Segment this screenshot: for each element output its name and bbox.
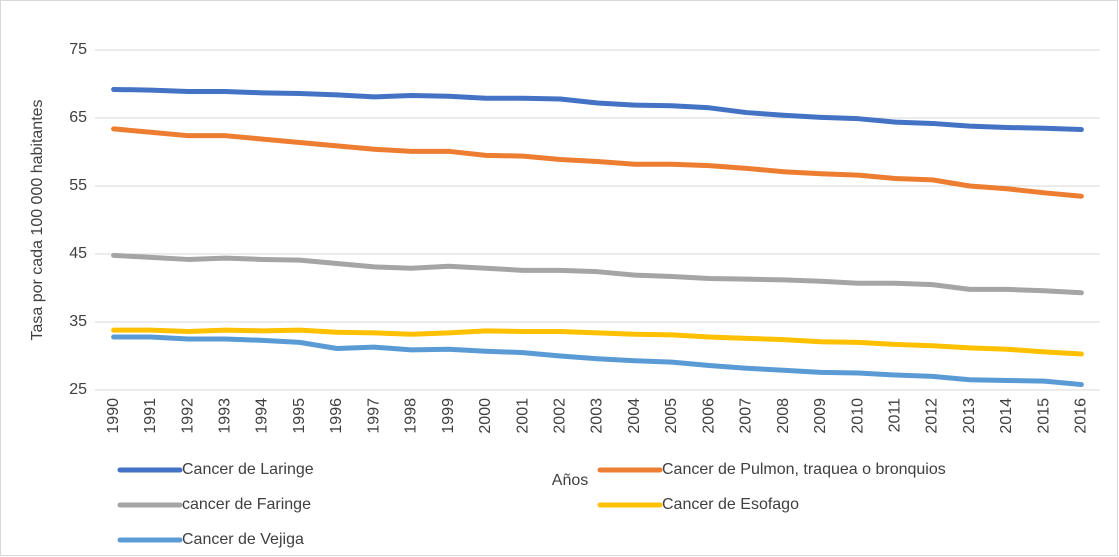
x-tick-label: 1990: [105, 398, 122, 434]
x-tick-label: 1996: [328, 398, 345, 434]
y-tick-label: 55: [69, 177, 87, 194]
x-tick-label: 2007: [738, 398, 755, 434]
x-tick-label: 2014: [998, 398, 1015, 434]
x-axis-title: Años: [552, 472, 588, 489]
y-axis-title: Tasa por cada 100 000 habitantes: [29, 99, 46, 340]
x-tick-label: 2005: [663, 398, 680, 434]
y-tick-label: 35: [69, 313, 87, 330]
legend-label: Cancer de Pulmon, traquea o bronquios: [662, 461, 946, 478]
x-tick-label: 2004: [626, 398, 643, 434]
x-tick-label: 2008: [775, 398, 792, 434]
y-tick-label: 65: [69, 109, 87, 126]
x-tick-label: 2010: [849, 398, 866, 434]
data-line: [111, 327, 1084, 357]
legend-label: Cancer de Vejiga: [182, 531, 304, 548]
y-tick-label: 45: [69, 245, 87, 262]
legend-label: Cancer de Laringe: [182, 461, 314, 478]
data-line: [111, 126, 1084, 199]
y-tick-label: 25: [69, 381, 87, 398]
x-tick-label: 1992: [179, 398, 196, 434]
x-tick-label: 2002: [551, 398, 568, 434]
x-tick-label: 2009: [812, 398, 829, 434]
x-tick-label: 2001: [514, 398, 531, 434]
x-tick-label: 1997: [365, 398, 382, 434]
y-tick-label: 75: [69, 41, 87, 58]
x-tick-label: 1991: [142, 398, 159, 434]
legend-label: Cancer de Esofago: [662, 496, 799, 513]
x-tick-label: 2006: [700, 398, 717, 434]
x-tick-label: 1998: [403, 398, 420, 434]
x-tick-label: 1999: [440, 398, 457, 434]
x-tick-label: 1993: [216, 398, 233, 434]
x-tick-label: 2000: [477, 398, 494, 434]
data-line: [111, 252, 1084, 296]
x-tick-label: 2003: [589, 398, 606, 434]
x-tick-label: 2015: [1035, 398, 1052, 434]
legend-label: cancer de Faringe: [182, 496, 311, 513]
data-line: [111, 334, 1084, 388]
x-tick-label: 1994: [254, 398, 271, 434]
x-tick-label: 1995: [291, 398, 308, 434]
x-tick-label: 2016: [1073, 398, 1090, 434]
x-tick-label: 2012: [924, 398, 941, 434]
x-tick-label: 2011: [886, 398, 903, 433]
data-line: [111, 86, 1084, 133]
x-tick-label: 2013: [961, 398, 978, 434]
